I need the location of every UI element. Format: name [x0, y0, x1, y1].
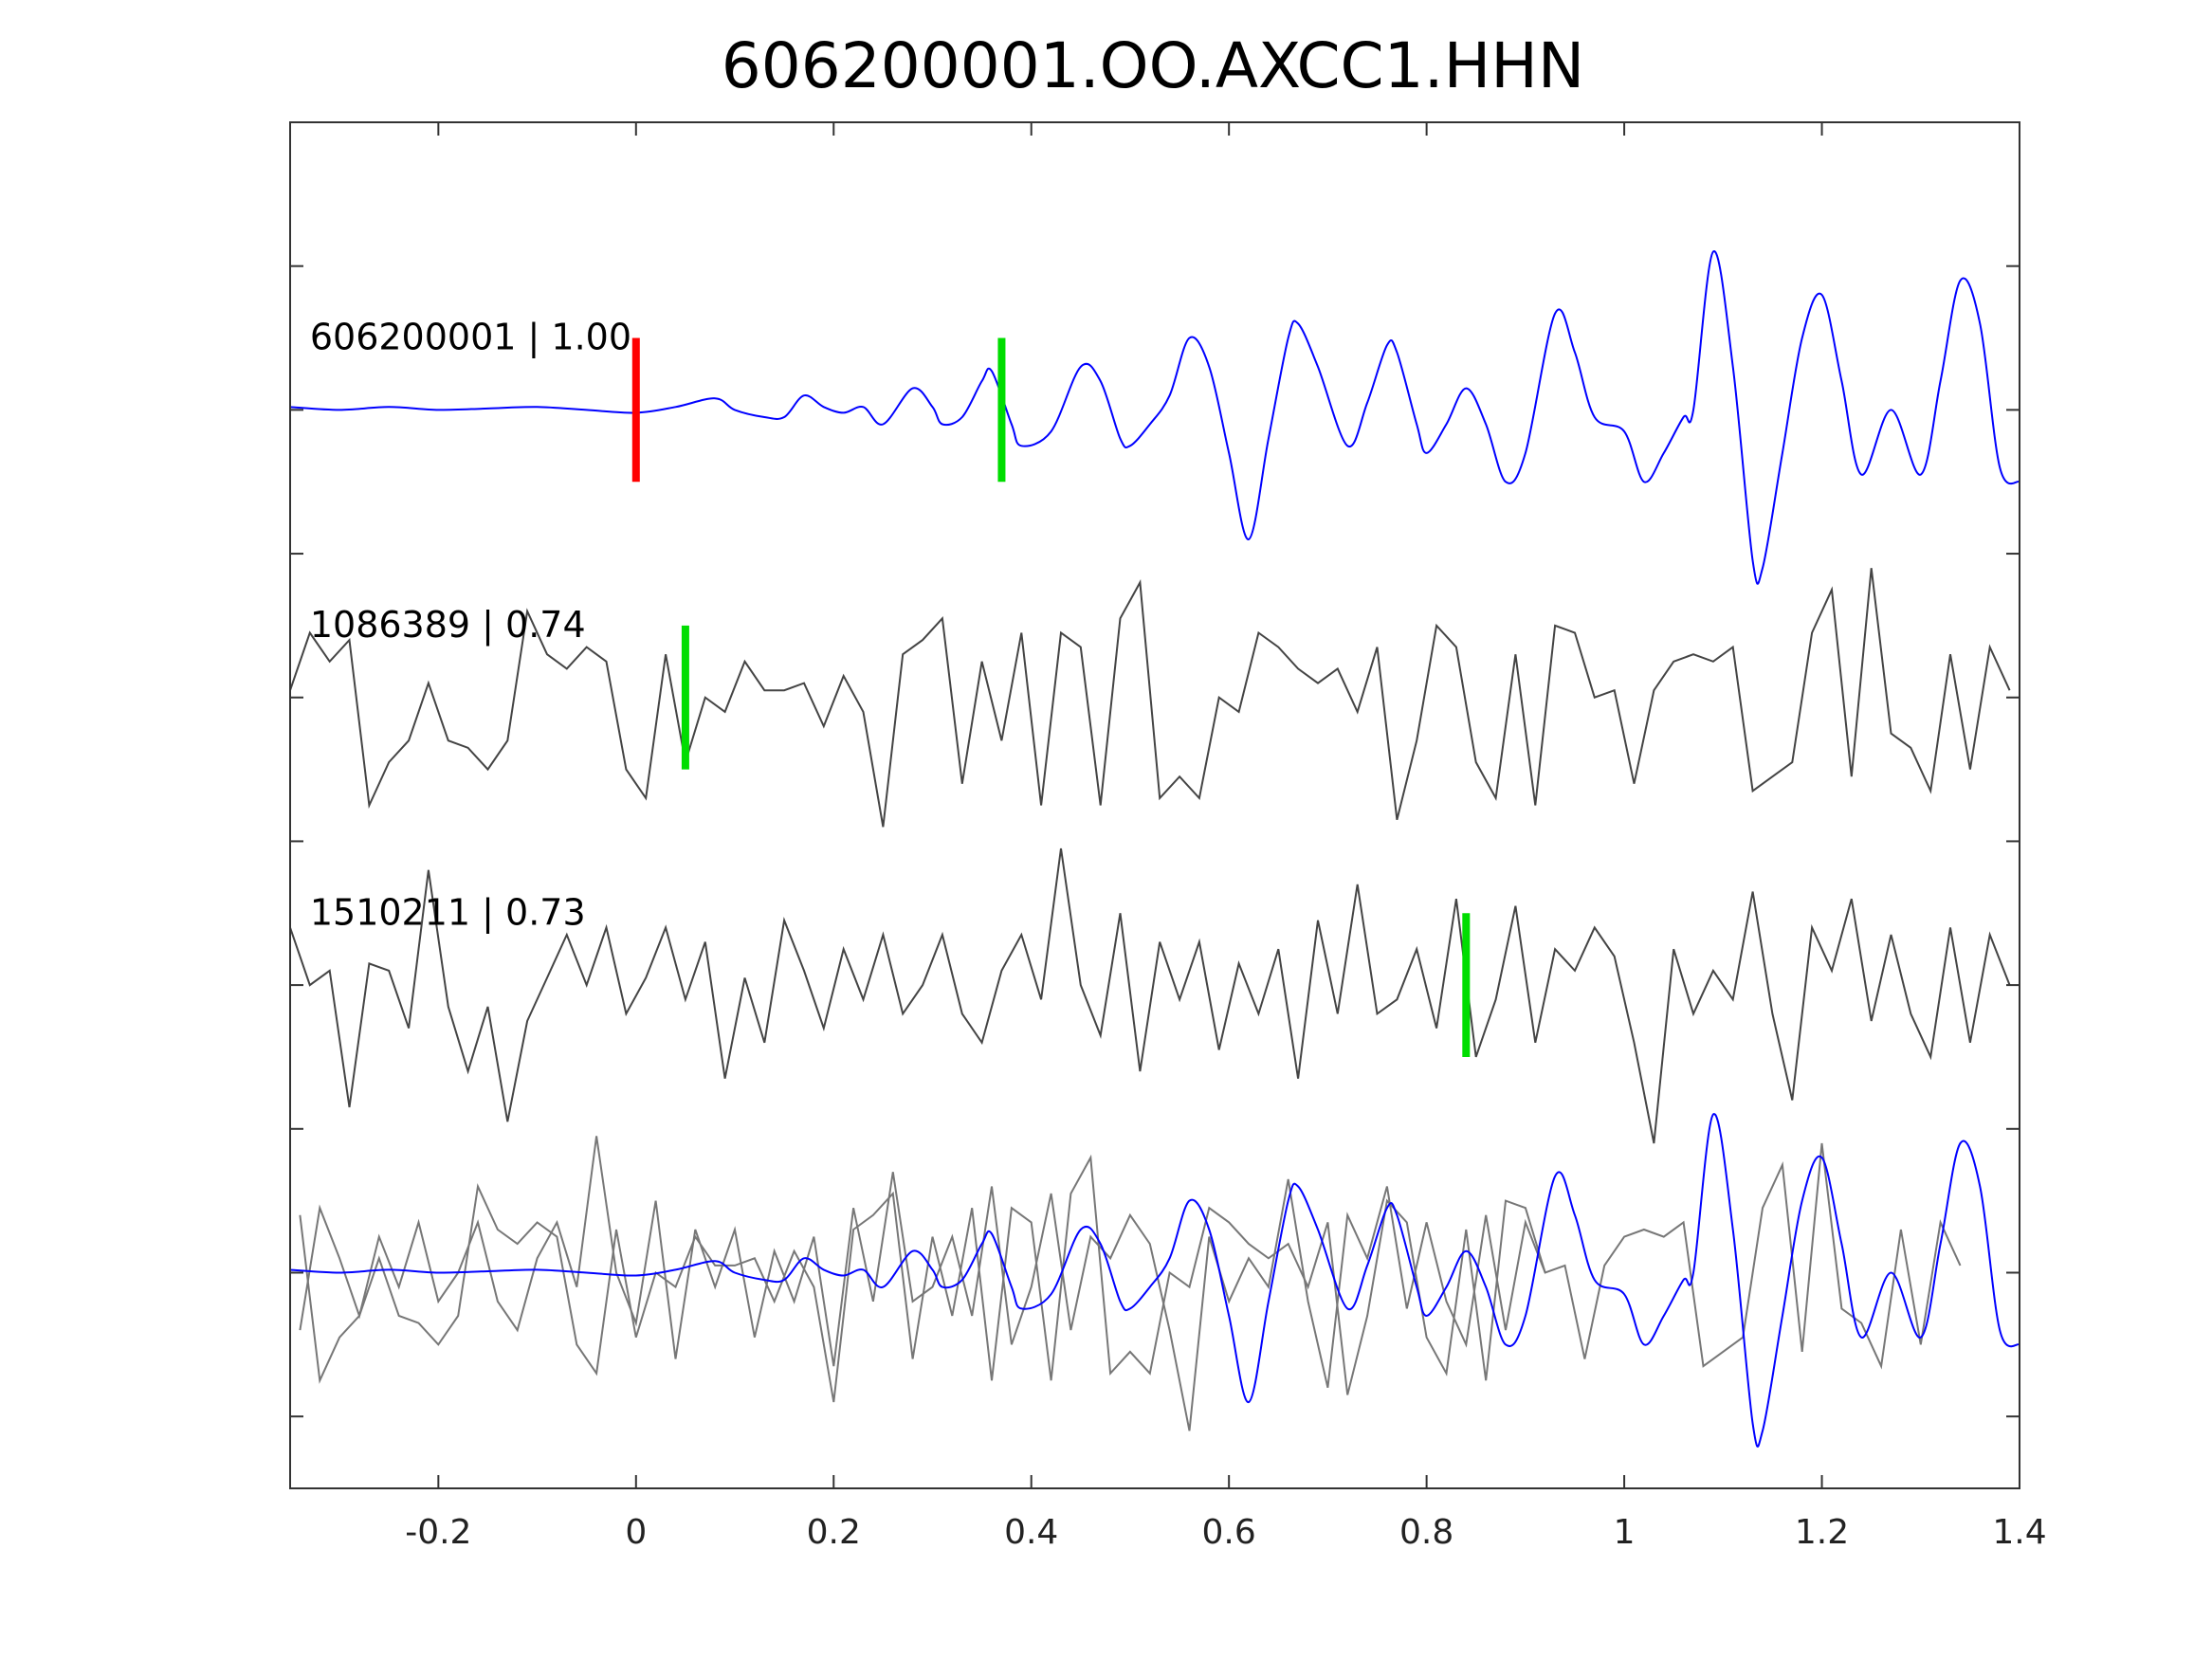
trace-label: 1086389 | 0.74 [310, 604, 586, 647]
x-tick-label: 0.6 [1202, 1513, 1256, 1552]
trace-labels: 606200001 | 1.00 1086389 | 0.74 1510211 | … [310, 317, 631, 935]
axes-frame [289, 121, 2020, 1489]
chart-title: 606200001.OO.AXCC1.HHN [722, 29, 1584, 102]
trace-waveform [289, 568, 2011, 828]
x-tick-label: 0 [625, 1513, 647, 1552]
axis-ticks: -0.2 0 0.2 0.4 0.6 0.8 1 1.2 1.4 [290, 122, 2047, 1552]
plot-area [289, 250, 2020, 1448]
overlay-trace-blue [289, 1113, 2020, 1448]
trace-waveform [289, 250, 2020, 585]
x-tick-label: -0.2 [405, 1513, 471, 1552]
x-tick-label: 0.4 [1004, 1513, 1058, 1552]
trace-waveform [289, 848, 2011, 1144]
x-tick-label: 1.4 [1992, 1513, 2046, 1552]
x-tick-label: 1.2 [1795, 1513, 1849, 1552]
overlay-trace-gray [299, 1136, 1546, 1431]
overlay-trace-gray [299, 1142, 1962, 1403]
x-tick-label: 1 [1614, 1513, 1636, 1552]
trace-label: 1510211 | 0.73 [310, 891, 586, 934]
x-tick-label: 0.2 [807, 1513, 861, 1552]
x-tick-label: 0.8 [1399, 1513, 1453, 1552]
trace-label: 606200001 | 1.00 [310, 317, 631, 359]
